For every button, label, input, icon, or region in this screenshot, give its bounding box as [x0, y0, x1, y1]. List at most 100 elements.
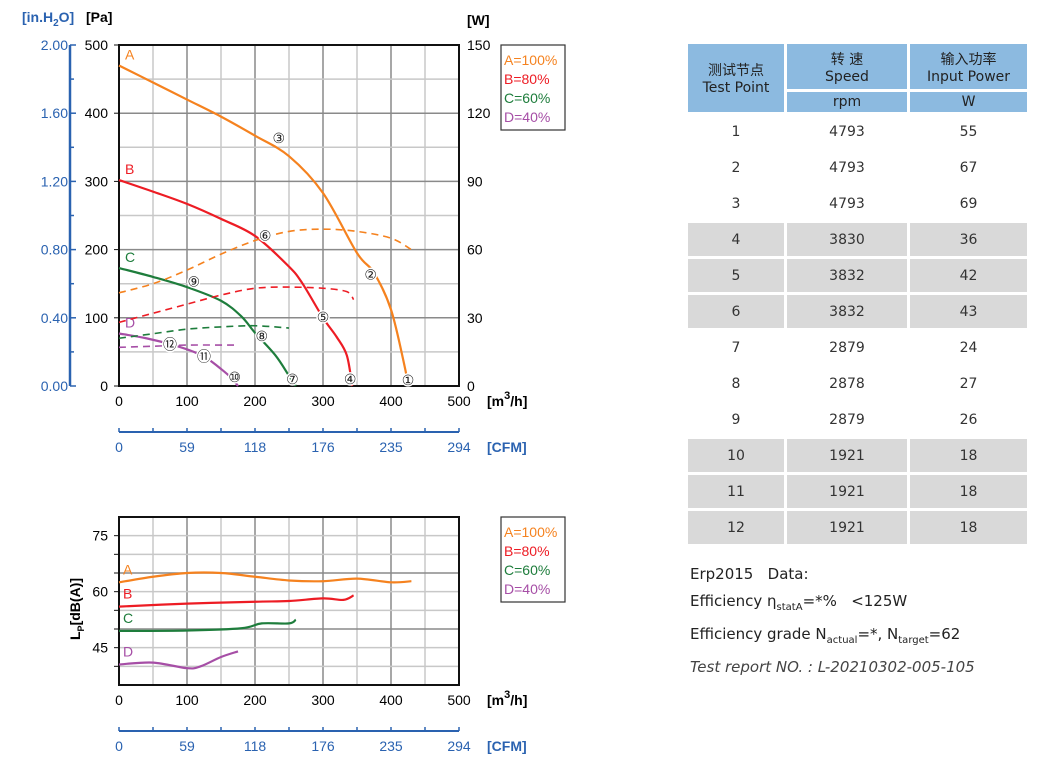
test-point-marker: ①: [402, 372, 415, 388]
x-tick-label: 300: [311, 393, 335, 409]
cell-point: 1: [688, 115, 787, 148]
table-row: 11 1921 18: [688, 475, 1027, 508]
cfm-tick-label: 0: [115, 738, 123, 754]
legend-item: B=80%: [504, 543, 550, 559]
cell-power: 24: [959, 339, 978, 356]
y-tick-label-pa: 200: [85, 242, 109, 258]
header-power-unit: W: [910, 92, 1027, 112]
cell-point: 4: [688, 223, 787, 256]
pressure-curve-A: [118, 64, 410, 387]
y-tick-label-db: 75: [92, 528, 108, 544]
y-right-tick-label-w: 120: [467, 105, 491, 121]
cell-point: 3: [688, 187, 787, 220]
cell-speed: 3832: [787, 259, 910, 292]
test-point-marker: ⑫: [163, 337, 177, 353]
cell-speed: 2878: [787, 367, 910, 400]
legend-item: D=40%: [504, 109, 550, 125]
test-report-number: Test report NO. : L-20210302-005-105: [690, 658, 975, 676]
pa-axis-label: [Pa]: [86, 9, 112, 25]
x-tick-label: 200: [243, 692, 267, 708]
noise-curve-D: [118, 650, 239, 670]
cell-power: 42: [910, 259, 1027, 292]
cell-power: 18: [910, 475, 1027, 508]
legend-item: C=60%: [504, 90, 550, 106]
table-row: 4 3830 36: [688, 223, 1027, 256]
cfm-axis-label: [CFM]: [487, 439, 527, 455]
cell-speed: 1921: [787, 439, 910, 472]
table-row: 6 3832 43: [688, 295, 1027, 328]
x-tick-label: 400: [379, 393, 403, 409]
table-row: 3 4793 69: [688, 187, 1027, 220]
cfm-tick-label: 118: [244, 439, 267, 455]
in-h2o-tick-label: 1.20: [41, 173, 68, 189]
in-h2o-tick-label: 1.60: [41, 105, 68, 121]
cfm-tick-label: 59: [179, 738, 195, 754]
cell-power: 43: [910, 295, 1027, 328]
cfm-tick-label: 294: [447, 439, 471, 455]
header-speed-cn: 转 速: [830, 51, 864, 68]
legend-item: C=60%: [504, 562, 550, 578]
y-tick-label-db: 60: [92, 584, 108, 600]
test-point-marker: ⑦: [286, 371, 299, 387]
test-point-marker: ⑪: [197, 348, 211, 364]
cell-speed: 4793: [787, 151, 910, 184]
in-h2o-tick-label: 0.80: [41, 242, 68, 258]
cell-power: 18: [910, 439, 1027, 472]
cell-speed: 4793: [787, 187, 910, 220]
power-curve-D: [118, 344, 235, 349]
y-right-tick-label-w: 30: [467, 310, 483, 326]
header-test-point-en: Test Point: [702, 80, 770, 96]
header-speed-en: Speed: [825, 68, 869, 85]
cell-power: 69: [959, 195, 978, 212]
legend-item: B=80%: [504, 71, 550, 87]
x-tick-label: 400: [379, 692, 403, 708]
noise-curve-C: [118, 618, 297, 632]
x-tick-label: 300: [311, 692, 335, 708]
power-curve-A: [118, 228, 412, 294]
cell-speed: 3830: [787, 223, 910, 256]
cell-point: 11: [688, 475, 787, 508]
y-tick-label-db: 45: [92, 640, 108, 656]
plot-frame: [118, 44, 460, 387]
cfm-tick-label: 176: [311, 738, 335, 754]
y-tick-label-pa: 400: [85, 105, 109, 121]
table-row: 1 4793 55: [688, 115, 1027, 148]
curve-label-A: A: [123, 561, 133, 577]
db-axis-label: LP[dB(A)]: [67, 578, 86, 640]
y-right-tick-label-w: 90: [467, 173, 483, 189]
cfm-tick-label: 235: [379, 738, 403, 754]
header-power: 输入功率 Input Power: [910, 44, 1027, 89]
y-right-tick-label-w: 60: [467, 242, 483, 258]
x-tick-label: 0: [115, 393, 123, 409]
legend-item: A=100%: [504, 524, 557, 540]
cell-speed: 2879: [787, 403, 910, 436]
x-axis-label: [m3/h]: [487, 390, 527, 409]
cell-speed: 2879: [787, 331, 910, 364]
cfm-tick-label: 235: [379, 439, 403, 455]
y-tick-label-pa: 0: [100, 378, 108, 394]
pressure-curve-C: [118, 266, 297, 387]
cell-power: 36: [910, 223, 1027, 256]
legend-box: [500, 44, 566, 131]
erp-efficiency-grade: Efficiency grade Nactual=*, Ntarget=62: [690, 625, 961, 646]
x-tick-label: 500: [447, 692, 471, 708]
cell-point: 9: [688, 403, 787, 436]
cell-speed: 1921: [787, 475, 910, 508]
in-h2o-tick-label: 0.40: [41, 310, 68, 326]
cell-point: 6: [688, 295, 787, 328]
test-point-marker: ⑤: [317, 309, 330, 325]
x-tick-label: 0: [115, 692, 123, 708]
x-tick-label: 100: [175, 692, 199, 708]
curve-label-D: D: [123, 643, 133, 659]
table-row: 9 2879 26: [688, 403, 1027, 436]
cfm-tick-label: 176: [311, 439, 335, 455]
header-test-point: 测试节点 Test Point: [688, 44, 787, 112]
cfm-tick-label: 0: [115, 439, 123, 455]
header-speed: 转 速 Speed: [787, 44, 910, 89]
curve-label-D: D: [125, 314, 135, 330]
header-power-cn: 输入功率: [940, 51, 997, 68]
y-right-tick-label-w: 0: [467, 378, 475, 394]
cfm-axis-label: [CFM]: [487, 738, 527, 754]
cfm-tick-label: 59: [179, 439, 195, 455]
cfm-tick-label: 118: [244, 738, 267, 754]
